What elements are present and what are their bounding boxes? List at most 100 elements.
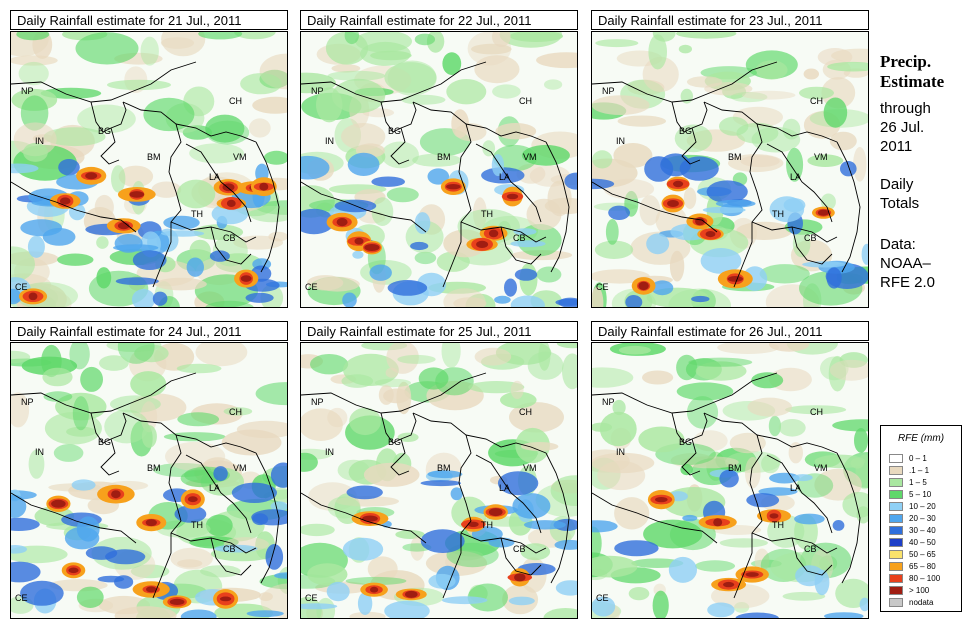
rain-area (71, 479, 96, 491)
panel-title: Daily Rainfall estimate for 25 Jul., 201… (300, 321, 578, 341)
rain-area (327, 70, 386, 81)
rain-area (427, 470, 463, 479)
panel-title: Daily Rainfall estimate for 22 Jul., 201… (300, 10, 578, 30)
heavy-rain-core (488, 229, 499, 238)
heavy-rain-core (59, 197, 71, 205)
rain-area (248, 118, 271, 138)
country-border (210, 537, 252, 576)
rain-area (301, 523, 335, 537)
country-border (11, 181, 137, 233)
rain-area (221, 429, 282, 456)
country-border (791, 537, 833, 576)
country-label-bg: BG (679, 437, 692, 447)
country-label-ch: CH (519, 96, 532, 106)
panel-21-jul: Daily Rainfall estimate for 21 Jul., 201… (10, 10, 288, 308)
rain-area (592, 520, 618, 533)
rain-area (58, 159, 80, 176)
rain-area (688, 357, 753, 367)
rain-area (861, 243, 868, 265)
rain-area (802, 261, 846, 268)
rain-area (152, 291, 168, 306)
country-border (465, 434, 547, 454)
rain-area (442, 52, 462, 75)
rain-area (678, 44, 692, 54)
country-label-vm: VM (233, 152, 247, 162)
country-label-vm: VM (814, 463, 828, 473)
country-label-in: IN (325, 447, 334, 457)
rainfall-map: NP CH BG IN BM VM LA TH CB CE (10, 342, 288, 619)
country-border (836, 452, 861, 584)
rain-area (555, 298, 577, 306)
rain-area (177, 412, 220, 427)
rain-area (132, 250, 167, 270)
rain-area (130, 564, 170, 579)
rain-area (651, 280, 674, 296)
rain-area (195, 343, 248, 367)
country-label-la: LA (209, 483, 220, 493)
rain-area (270, 501, 287, 512)
heavy-rain-core (727, 276, 743, 282)
rain-area (829, 359, 868, 381)
rain-area (594, 240, 634, 259)
rain-area (341, 123, 386, 150)
rain-area (719, 469, 739, 488)
rain-area (608, 205, 630, 220)
rain-area (648, 34, 667, 70)
rain-area (117, 343, 155, 364)
rain-area (668, 556, 697, 583)
rainfall-map: NP CH BG IN BM VM LA TH CB CE (300, 31, 578, 308)
rain-area (745, 457, 761, 489)
rain-area (234, 32, 276, 40)
rain-area (564, 172, 577, 190)
sidebar-source: Data: NOAA– RFE 2.0 (880, 235, 935, 292)
panel-23-jul: Daily Rainfall estimate for 23 Jul., 201… (591, 10, 869, 308)
rain-area (11, 517, 40, 531)
country-border (175, 123, 257, 143)
rain-area (747, 397, 792, 417)
heavy-rain-core (145, 519, 157, 527)
rain-area (592, 286, 604, 307)
country-border (475, 454, 542, 534)
rain-area (307, 563, 348, 586)
country-border (255, 452, 280, 584)
country-label-ce: CE (15, 593, 28, 603)
rain-area (134, 344, 169, 363)
rain-area (827, 61, 868, 72)
rain-area (529, 165, 571, 187)
rain-area (111, 165, 126, 193)
legend-label: 40 – 50 (909, 538, 936, 547)
panel-title: Daily Rainfall estimate for 21 Jul., 201… (10, 10, 288, 30)
country-label-la: LA (499, 172, 510, 182)
rain-area (521, 144, 570, 166)
rain-area (20, 580, 64, 606)
rain-area (345, 576, 407, 586)
rain-area (520, 442, 559, 451)
rain-area (555, 580, 577, 596)
rain-area (823, 97, 848, 128)
rain-area (832, 520, 845, 531)
rain-area (11, 55, 58, 66)
rain-area (492, 32, 511, 47)
rain-area (189, 239, 211, 262)
country-border (465, 123, 547, 143)
rain-area (782, 591, 826, 601)
panel-title: Daily Rainfall estimate for 23 Jul., 201… (591, 10, 869, 30)
rain-area (252, 96, 287, 114)
country-border (545, 141, 570, 273)
country-border (791, 226, 833, 265)
rain-area (326, 581, 350, 602)
rain-area (110, 395, 161, 413)
heavy-rain-core (354, 237, 364, 245)
country-border (170, 221, 257, 243)
rainfall-map: NP CH BG IN BM VM LA TH CB CE (591, 342, 869, 619)
heavy-rain-core (226, 199, 236, 207)
through-label: through (880, 100, 931, 117)
rain-area (240, 73, 282, 95)
rain-area (646, 233, 670, 255)
country-label-np: NP (21, 397, 34, 407)
rain-area (395, 530, 425, 539)
rain-area (702, 206, 746, 214)
sidebar-heading: Precip. Estimate (880, 52, 944, 92)
country-border (766, 454, 833, 534)
rain-area (803, 68, 819, 80)
